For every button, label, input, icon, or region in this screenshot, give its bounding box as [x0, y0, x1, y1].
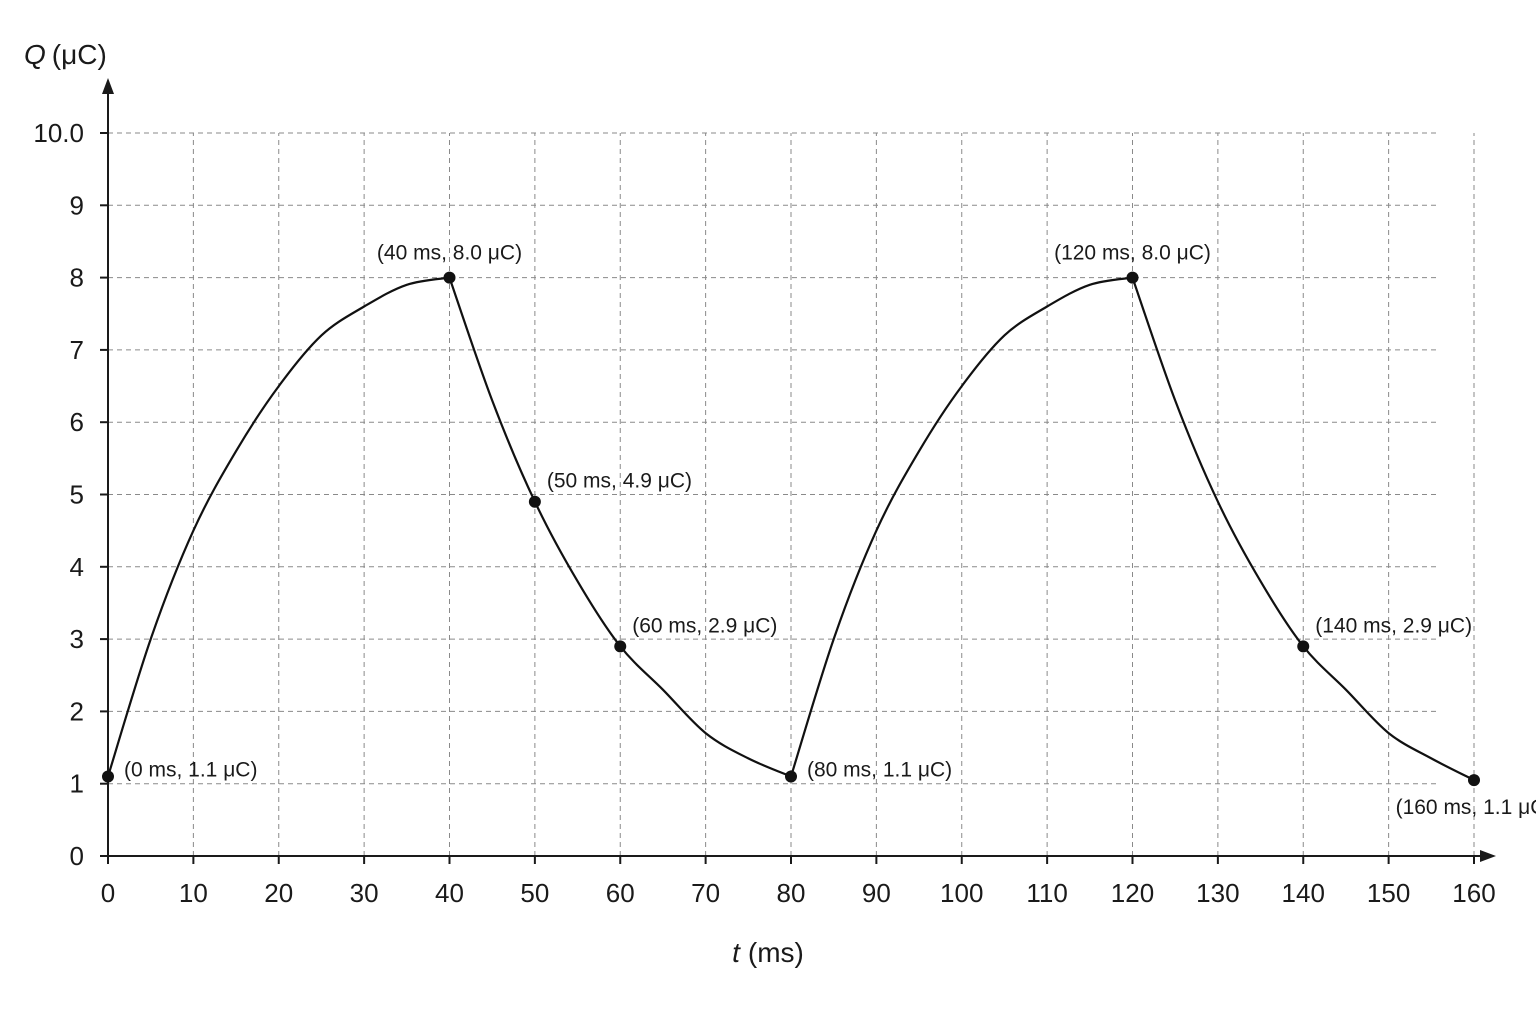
y-tick-label: 9 [70, 190, 84, 220]
x-tick-label: 10 [179, 878, 208, 908]
x-tick-label: 100 [940, 878, 983, 908]
point-label: (50 ms, 4.9 μC) [547, 470, 692, 493]
x-tick-label: 160 [1452, 878, 1495, 908]
data-point [785, 770, 797, 783]
y-axis-title: Q (μC) [24, 39, 107, 70]
point-label: (60 ms, 2.9 μC) [632, 614, 777, 637]
point-label: (40 ms, 8.0 μC) [377, 242, 522, 265]
data-point [1468, 774, 1480, 787]
data-points [102, 271, 1480, 787]
data-point [1126, 271, 1139, 284]
y-tick-label: 0 [70, 841, 84, 871]
y-tick-label: 1 [70, 769, 84, 799]
x-tick-label: 40 [435, 878, 464, 908]
y-tick-label: 2 [70, 696, 84, 726]
ticks: 0 10 20 30 40 50 60 70 80 90 100 110 120 130 140 150 160… [33, 118, 1495, 908]
y-tick-label: 8 [70, 263, 84, 293]
x-tick-label: 30 [350, 878, 379, 908]
y-axis-unit: (μC) [52, 39, 107, 70]
x-tick-label: 110 [1026, 878, 1067, 908]
x-tick-label: 130 [1196, 878, 1239, 908]
data-point [1297, 640, 1310, 653]
y-axis-var: Q [24, 39, 46, 70]
x-axis-unit: (ms) [748, 937, 804, 968]
x-tick-label: 60 [606, 878, 635, 908]
x-tick-label: 80 [777, 878, 806, 908]
y-axis-arrow [102, 78, 114, 94]
point-label: (0 ms, 1.1 μC) [124, 758, 257, 781]
point-labels: (0 ms, 1.1 μC) (40 ms, 8.0 μC) (50 ms, 4.9… [124, 242, 1536, 819]
point-label: (140 ms, 2.9 μC) [1315, 614, 1472, 637]
x-tick-label: 70 [691, 878, 720, 908]
y-tick-label: 3 [70, 624, 84, 654]
x-tick-label: 140 [1282, 878, 1325, 908]
data-point [102, 770, 114, 783]
y-tick-label: 5 [70, 480, 84, 510]
x-axis-var: t [732, 937, 741, 968]
x-tick-label: 90 [862, 878, 891, 908]
y-tick-label: 6 [70, 407, 84, 437]
x-tick-label: 20 [264, 878, 293, 908]
point-label: (160 ms, 1.1 μC) [1396, 796, 1536, 819]
y-tick-label: 10.0 [33, 118, 84, 148]
x-tick-label: 0 [101, 878, 115, 908]
y-tick-label: 4 [70, 552, 84, 582]
axes [102, 78, 1496, 862]
x-tick-label: 120 [1111, 878, 1154, 908]
grid [108, 132, 1475, 856]
x-axis-arrow [1480, 850, 1496, 862]
data-point [528, 495, 541, 508]
x-axis-title: t (ms) [732, 937, 804, 968]
data-point [614, 640, 627, 653]
point-label: (120 ms, 8.0 μC) [1054, 242, 1211, 265]
x-tick-label: 150 [1367, 878, 1410, 908]
point-label: (80 ms, 1.1 μC) [807, 758, 952, 781]
y-tick-label: 7 [70, 335, 84, 365]
x-tick-label: 50 [520, 878, 549, 908]
data-point [443, 271, 456, 284]
